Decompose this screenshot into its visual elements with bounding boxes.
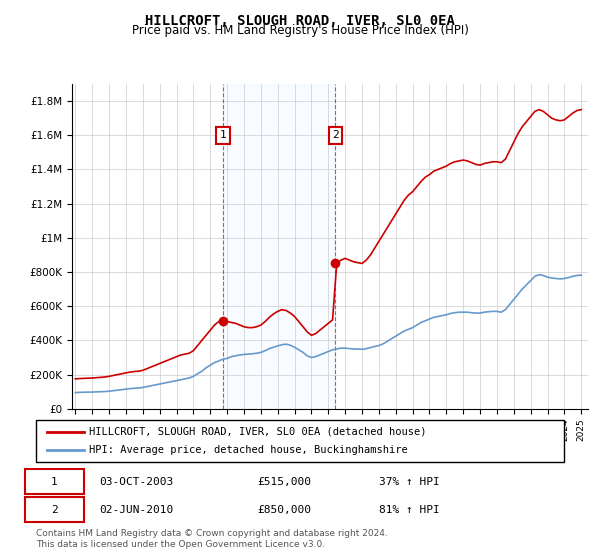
Text: £850,000: £850,000: [258, 505, 312, 515]
Text: Price paid vs. HM Land Registry's House Price Index (HPI): Price paid vs. HM Land Registry's House …: [131, 24, 469, 36]
Text: 02-JUN-2010: 02-JUN-2010: [100, 505, 173, 515]
Text: 1: 1: [220, 130, 226, 141]
Text: £515,000: £515,000: [258, 477, 312, 487]
Text: 2: 2: [332, 130, 339, 141]
FancyBboxPatch shape: [25, 497, 83, 522]
FancyBboxPatch shape: [36, 420, 564, 462]
Text: Contains HM Land Registry data © Crown copyright and database right 2024.
This d: Contains HM Land Registry data © Crown c…: [36, 529, 388, 549]
Text: 1: 1: [51, 477, 58, 487]
Text: 37% ↑ HPI: 37% ↑ HPI: [379, 477, 440, 487]
Text: HILLCROFT, SLOUGH ROAD, IVER, SL0 0EA: HILLCROFT, SLOUGH ROAD, IVER, SL0 0EA: [145, 14, 455, 28]
Text: 81% ↑ HPI: 81% ↑ HPI: [379, 505, 440, 515]
FancyBboxPatch shape: [25, 469, 83, 494]
Text: HILLCROFT, SLOUGH ROAD, IVER, SL0 0EA (detached house): HILLCROFT, SLOUGH ROAD, IVER, SL0 0EA (d…: [89, 427, 426, 437]
Text: HPI: Average price, detached house, Buckinghamshire: HPI: Average price, detached house, Buck…: [89, 445, 407, 455]
Text: 2: 2: [51, 505, 58, 515]
Bar: [223, 84, 335, 409]
Text: 03-OCT-2003: 03-OCT-2003: [100, 477, 173, 487]
